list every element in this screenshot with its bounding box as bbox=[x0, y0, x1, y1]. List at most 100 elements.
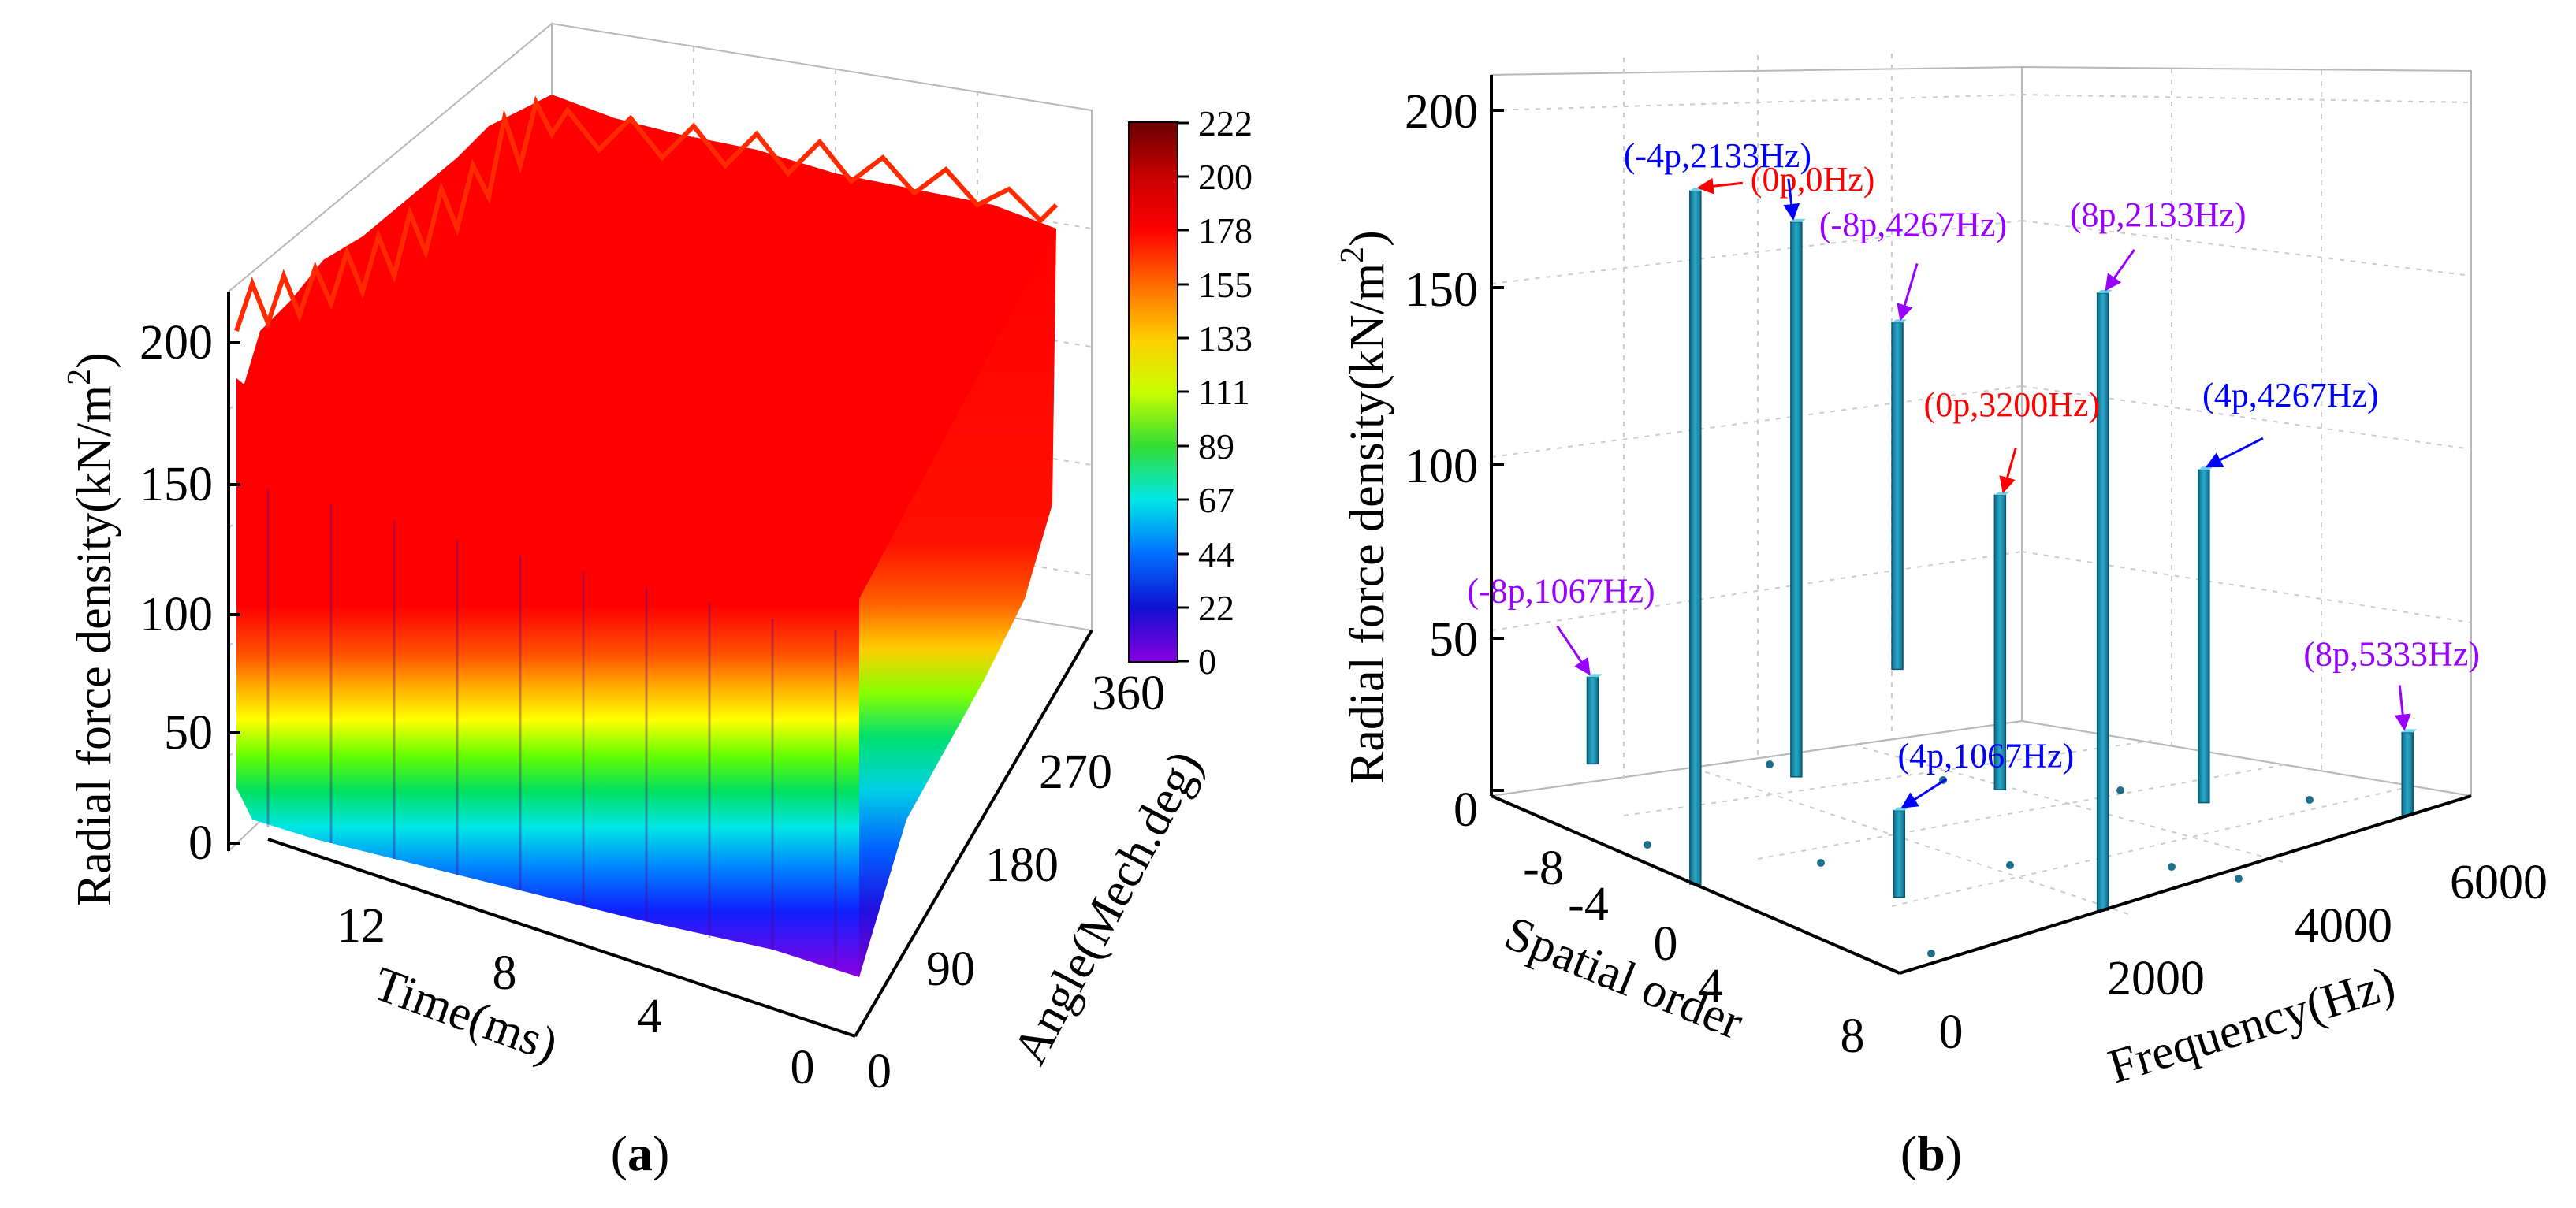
panel-a-colorbar-tick-label: 222 bbox=[1198, 103, 1253, 143]
panel-a-time-tick-label: 12 bbox=[337, 899, 385, 953]
panel-b-freq-axis-line bbox=[1899, 794, 2472, 975]
panel-b-bar-body bbox=[1689, 190, 1702, 885]
panel-b-bar-cap bbox=[2198, 466, 2213, 470]
panel-a-colorbar-tick-label: 111 bbox=[1198, 372, 1250, 412]
panel-b-z-tick-labels: 0 50 100 150 200 bbox=[1405, 85, 1478, 837]
panel-b-order-tick-label: 4 bbox=[1699, 960, 1723, 1013]
panel-b-z-axis-label: Radial force density(kN/m2) bbox=[1335, 230, 1394, 784]
panel-b-annotation-label: (8p,5333Hz) bbox=[2303, 634, 2480, 673]
panel-b-annotation-arrow bbox=[1556, 625, 1591, 676]
panel-a-colorbar-tick-label: 155 bbox=[1198, 265, 1253, 305]
panel-a-colorbar-tick-label: 0 bbox=[1198, 641, 1216, 682]
panel-b-bar-body bbox=[1586, 676, 1599, 765]
panel-a-time-tick-labels: 12 8 4 0 bbox=[337, 899, 815, 1095]
panel-b-annotation-label: (4p,4267Hz) bbox=[2202, 376, 2379, 414]
panel-b-z-tick-label: 0 bbox=[1454, 783, 1478, 837]
panel-b-bar-body bbox=[1893, 809, 1906, 898]
panel-b-annotation-arrow bbox=[1999, 447, 2017, 494]
panel-a-surface-ridge bbox=[234, 95, 1059, 332]
panel-b-order-tick-label: -4 bbox=[1568, 878, 1609, 931]
panel-b-bar bbox=[2096, 289, 2113, 911]
panel-a-colorbar-tick-labels: 222 200 178 155 133 111 89 67 44 22 0 bbox=[1198, 103, 1253, 682]
panel-b-bar-cap bbox=[2097, 289, 2113, 293]
panel-b-bar-cap bbox=[2402, 729, 2418, 733]
panel-b-bar-cap bbox=[1790, 218, 1806, 222]
panel-b-back-walls bbox=[1488, 54, 2472, 975]
panel-a-angle-tick-labels: 0 90 180 270 360 bbox=[867, 667, 1165, 1098]
panel-a-colorbar-ticks bbox=[1178, 121, 1189, 663]
panel-b-bar bbox=[1586, 674, 1603, 765]
panel-a-colorbar-tick-label: 178 bbox=[1198, 210, 1253, 251]
panel-b-bar-plot: (0p,0Hz)(-4p,2133Hz) (8p,2133Hz) (-8p,4267… bbox=[1335, 54, 2548, 1181]
panel-b-bar-cap bbox=[1587, 674, 1603, 678]
panel-a-angle-axis-line bbox=[854, 629, 1093, 1038]
panel-b-annotation-label: (0p,3200Hz) bbox=[1924, 385, 2101, 424]
panel-b-freq-tick-label: 4000 bbox=[2295, 899, 2392, 953]
panel-b-bar-body bbox=[2198, 469, 2210, 804]
panel-b-caption: (b) bbox=[1900, 1125, 1962, 1181]
panel-b-z-tick-label: 150 bbox=[1405, 263, 1478, 317]
panel-a-surface-side bbox=[859, 229, 1056, 977]
panel-a-surface-front bbox=[236, 378, 859, 977]
panel-a-surface bbox=[234, 95, 1059, 977]
panel-b-annotation-label: (0p,0Hz) bbox=[1751, 160, 1875, 199]
panel-b-bar-cap bbox=[1994, 492, 2010, 496]
panel-a-z-tick-labels: 0 50 100 150 200 bbox=[140, 316, 213, 870]
panel-b-annotation-arrow bbox=[1897, 262, 1919, 322]
panel-a-time-tick-label: 0 bbox=[791, 1041, 815, 1095]
panel-a-z-tick-label: 0 bbox=[188, 816, 213, 870]
panel-b-annotation-arrow bbox=[1900, 778, 1948, 808]
panel-b-freq-tick-labels: 0 2000 4000 6000 bbox=[1939, 856, 2548, 1059]
panel-b-annotation-arrow bbox=[2205, 437, 2264, 468]
panel-a-colorbar-tick-label: 133 bbox=[1198, 318, 1253, 359]
panel-b-order-axis-line bbox=[1491, 794, 1900, 975]
panel-a-colorbar-tick-label: 44 bbox=[1198, 534, 1234, 574]
panel-b-bar-body bbox=[1891, 322, 1904, 671]
panel-b-annotation-arrow bbox=[2394, 685, 2411, 731]
panel-a-colorbar-tick-label: 22 bbox=[1198, 588, 1234, 628]
panel-b-z-tick-label: 100 bbox=[1405, 440, 1478, 493]
panel-a-colorbar-tick-label: 89 bbox=[1198, 426, 1234, 466]
panel-a-angle-tick-label: 0 bbox=[867, 1045, 892, 1098]
panel-b-order-tick-label: 0 bbox=[1654, 917, 1678, 971]
panel-a-colorbar: 222 200 178 155 133 111 89 67 44 22 0 bbox=[1128, 103, 1253, 682]
panel-a-colorbar-tick-label: 200 bbox=[1198, 157, 1253, 197]
panel-a-angle-tick-label: 180 bbox=[985, 838, 1059, 892]
panel-b-annotation-label: (-8p,4267Hz) bbox=[1819, 205, 2007, 243]
panel-a-angle-tick-label: 270 bbox=[1039, 745, 1112, 799]
panel-b-freq-tick-label: 6000 bbox=[2450, 856, 2548, 909]
panel-a-time-tick-label: 8 bbox=[493, 946, 517, 1000]
panel-a-z-axis-label: Radial force density(kN/m2) bbox=[61, 352, 121, 906]
panel-b-annotation-arrow bbox=[1783, 178, 1800, 221]
panel-b-freq-tick-label: 2000 bbox=[2107, 952, 2205, 1005]
panel-a-z-tick-label: 50 bbox=[164, 706, 213, 760]
panel-b-z-ticks bbox=[1491, 109, 1504, 792]
panel-b-back-wall-right bbox=[2021, 65, 2472, 797]
panel-b-order-tick-label: -8 bbox=[1523, 842, 1564, 895]
panel-a-colorbar-gradient bbox=[1128, 121, 1178, 663]
panel-b-bar bbox=[2198, 466, 2213, 804]
panel-a-z-tick-label: 150 bbox=[140, 458, 213, 511]
panel-a-surface-plot: 0 50 100 150 200 Radial force density(kN… bbox=[61, 21, 1253, 1181]
panel-a-surface-ripples bbox=[266, 489, 837, 969]
panel-b-annotation-label: (8p,2133Hz) bbox=[2070, 195, 2247, 234]
panel-b-annotation-label: (-4p,2133Hz) bbox=[1624, 136, 1811, 175]
panel-a-angle-tick-label: 360 bbox=[1092, 667, 1165, 720]
panel-b-annotations: (0p,0Hz)(-4p,2133Hz) (8p,2133Hz) (-8p,4267… bbox=[1467, 136, 2480, 808]
panel-a-z-tick-label: 100 bbox=[140, 588, 213, 641]
panel-a-colorbar-tick-label: 67 bbox=[1198, 480, 1234, 520]
panel-b-order-tick-labels: -8 -4 0 4 8 bbox=[1523, 842, 1864, 1063]
panel-b-bar bbox=[1689, 188, 1705, 885]
panel-a-z-ticks bbox=[229, 341, 240, 845]
panel-b-bar bbox=[2401, 729, 2418, 816]
panel-b-bar bbox=[1891, 319, 1908, 671]
panel-b-order-tick-label: 8 bbox=[1841, 1009, 1865, 1063]
panel-a-caption: (a) bbox=[611, 1125, 670, 1181]
panel-b-bar-cap bbox=[1892, 319, 1908, 323]
panel-a-z-tick-label: 200 bbox=[140, 316, 213, 370]
panel-b-annotation-arrow bbox=[2105, 248, 2135, 292]
panel-b-annotation-label: (-8p,1067Hz) bbox=[1467, 571, 1655, 610]
panel-b-annotation-label: (4p,1067Hz) bbox=[1897, 737, 2074, 775]
panel-b-bar bbox=[1993, 492, 2010, 790]
